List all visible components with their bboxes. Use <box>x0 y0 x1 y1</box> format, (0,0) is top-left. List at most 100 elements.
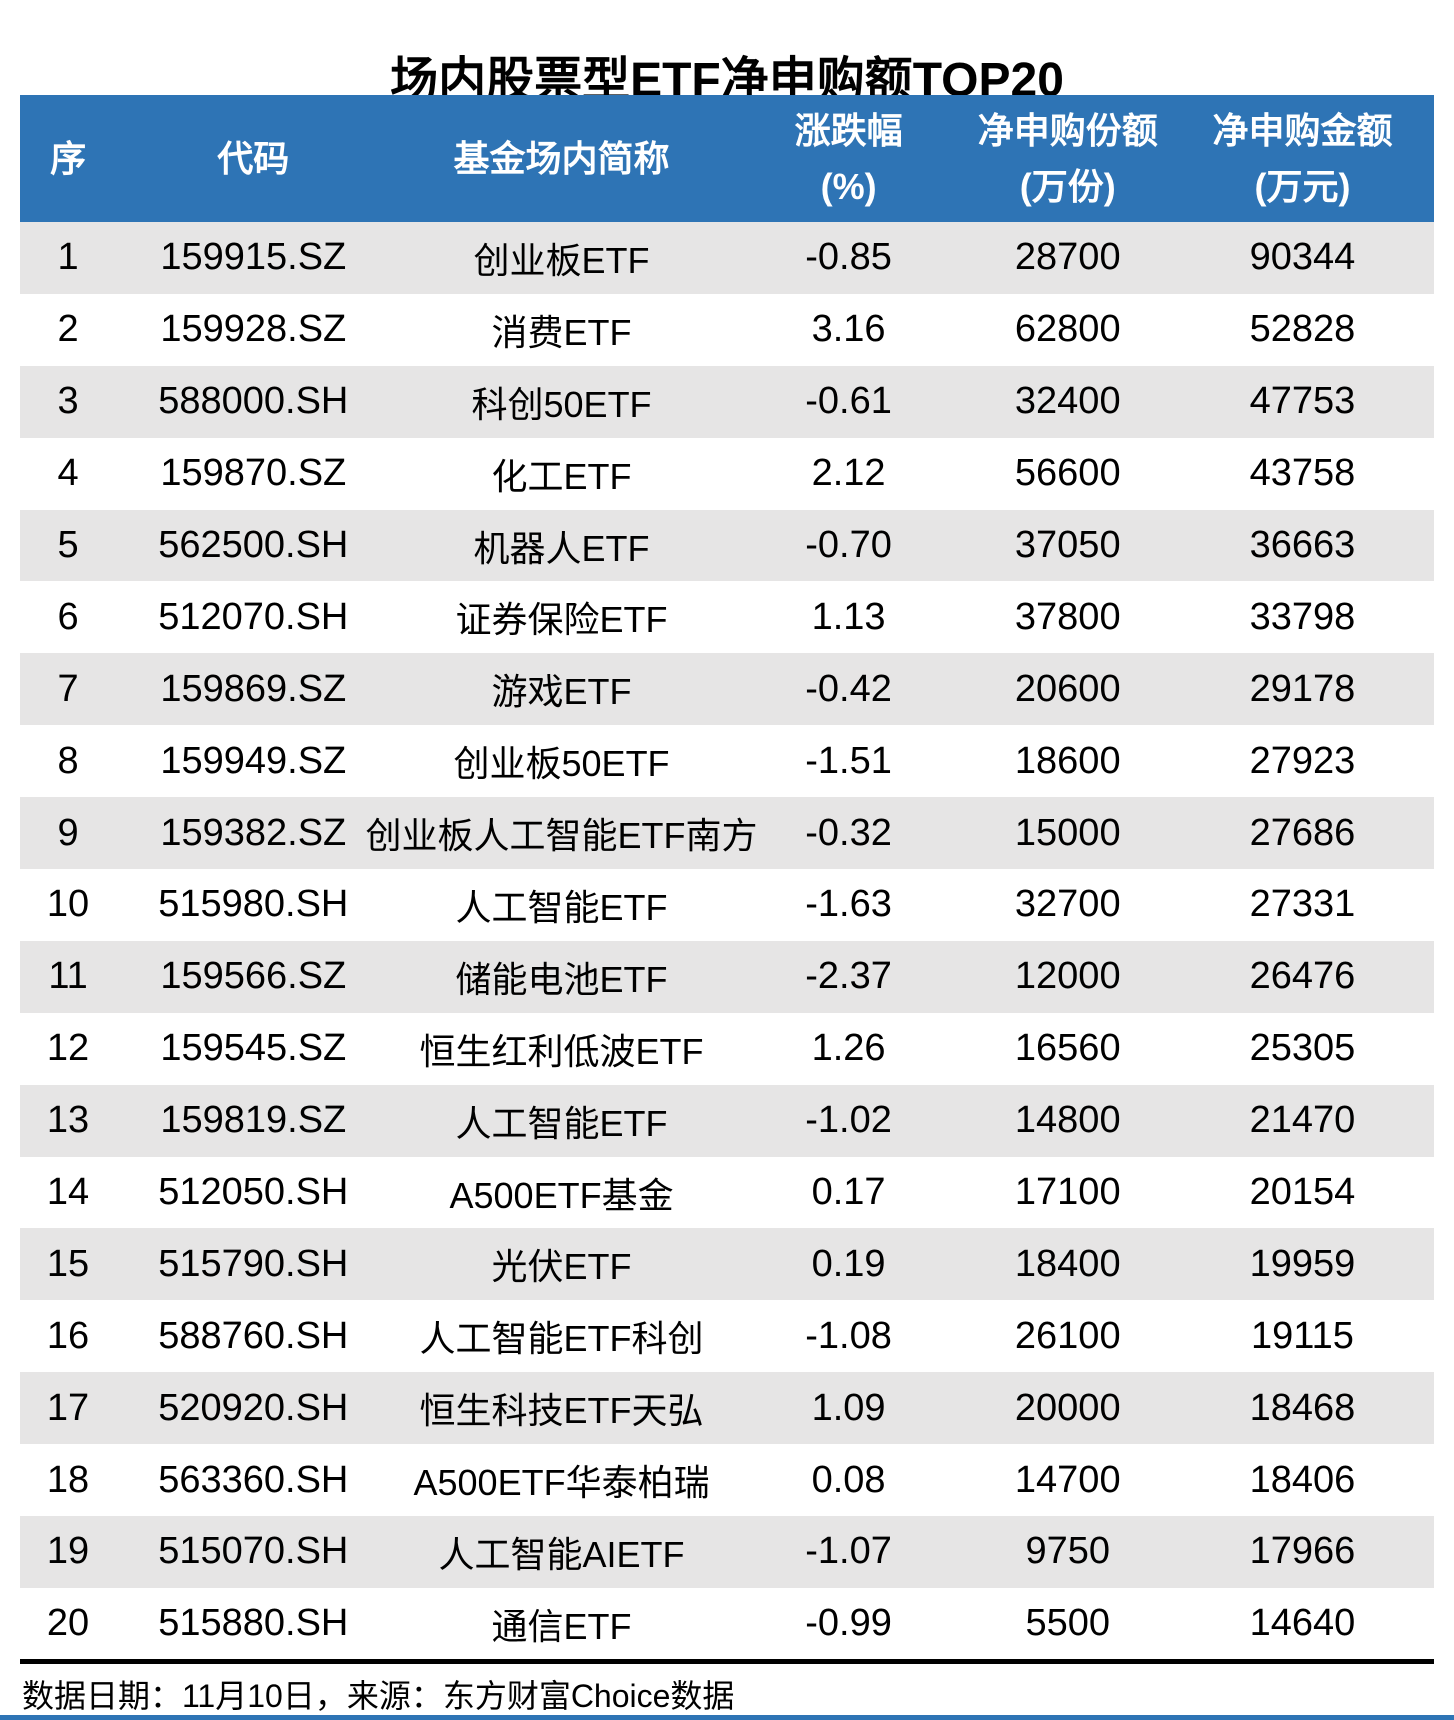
table-row: 7 159869.SZ 游戏ETF -0.42 20600 29178 <box>20 653 1434 726</box>
cell-code: 512050.SH <box>158 1171 349 1214</box>
cell-code: 588760.SH <box>158 1314 349 1357</box>
col-header-change: 涨跌幅 (%) <box>733 95 965 222</box>
cell-change: 1.09 <box>811 1386 886 1429</box>
table-row: 17 520920.SH 恒生科技ETF天弘 1.09 20000 18468 <box>20 1372 1434 1445</box>
cell-shares: 56600 <box>1014 452 1121 495</box>
cell-shares: 20600 <box>1014 667 1121 710</box>
cell-name: 恒生红利低波ETF <box>419 1030 704 1072</box>
table-row: 10 515980.SH 人工智能ETF -1.63 32700 27331 <box>20 869 1434 941</box>
cell-code: 159869.SZ <box>160 667 347 710</box>
cell-change: -0.70 <box>805 524 892 566</box>
cell-rank: 11 <box>48 955 88 998</box>
cell-name: 创业板50ETF <box>453 743 670 785</box>
cell-change: -1.51 <box>805 739 892 782</box>
etf-table: 序 代码 基金场内简称 涨跌幅 (%) 净申购份额 (万份) 净申购金额 (万元) 1 15991… <box>20 95 1434 1660</box>
cell-name: 储能电池ETF <box>455 958 668 1000</box>
cell-amount: 26476 <box>1249 955 1356 998</box>
cell-shares: 15000 <box>1014 811 1121 854</box>
cell-change: -0.61 <box>805 380 892 423</box>
cell-name: 人工智能ETF科创 <box>419 1318 704 1360</box>
cell-change: 0.08 <box>811 1458 886 1501</box>
cell-shares: 14800 <box>1014 1099 1121 1142</box>
table-row: 5 562500.SH 机器人ETF -0.70 37050 36663 <box>20 509 1434 582</box>
cell-name: 证券保险ETF <box>455 599 668 641</box>
cell-shares: 12000 <box>1014 955 1121 998</box>
col-header-unit: (%) <box>820 165 877 207</box>
cell-name: 人工智能AIETF <box>438 1533 685 1575</box>
cell-shares: 18600 <box>1014 739 1121 782</box>
cell-shares: 26100 <box>1014 1314 1121 1357</box>
cell-code: 520920.SH <box>158 1386 349 1429</box>
cell-change: -1.08 <box>805 1314 892 1357</box>
cell-shares: 16560 <box>1014 1027 1121 1070</box>
bottom-accent-bar <box>0 1715 1454 1720</box>
cell-code: 159545.SZ <box>160 1027 347 1070</box>
cell-amount: 33798 <box>1249 595 1356 638</box>
cell-amount: 27331 <box>1249 883 1356 926</box>
table-row: 12 159545.SZ 恒生红利低波ETF 1.26 16560 25305 <box>20 1012 1434 1085</box>
col-header-shares: 净申购份额 (万份) <box>965 95 1171 222</box>
cell-shares: 9750 <box>1025 1530 1111 1573</box>
cell-name: 机器人ETF <box>473 527 650 569</box>
cell-change: -1.07 <box>805 1530 892 1573</box>
table-row: 18 563360.SH A500ETF华泰柏瑞 0.08 14700 18406 <box>20 1444 1434 1517</box>
cell-code: 159819.SZ <box>160 1099 347 1142</box>
cell-name: 消费ETF <box>491 311 632 353</box>
table-row: 11 159566.SZ 储能电池ETF -2.37 12000 26476 <box>20 940 1434 1013</box>
cell-name: 化工ETF <box>491 455 632 497</box>
cell-amount: 52828 <box>1249 308 1356 351</box>
cell-code: 515980.SH <box>158 883 349 926</box>
cell-code: 159949.SZ <box>160 739 347 782</box>
cell-name: 游戏ETF <box>491 671 632 713</box>
table-body: 1 159915.SZ 创业板ETF -0.85 28700 90344 2 159928.S… <box>20 222 1434 1660</box>
cell-change: -0.32 <box>805 811 892 854</box>
footer-divider <box>20 1659 1434 1664</box>
cell-rank: 15 <box>46 1242 90 1285</box>
cell-change: 1.26 <box>811 1027 886 1070</box>
cell-name: 人工智能ETF <box>455 886 668 928</box>
table-row: 14 512050.SH A500ETF基金 0.17 17100 20154 <box>20 1156 1434 1229</box>
cell-amount: 17966 <box>1249 1530 1356 1573</box>
col-header-name: 基金场内简称 <box>390 95 732 222</box>
cell-name: A500ETF基金 <box>449 1174 674 1216</box>
col-header-unit: (万元) <box>1254 165 1351 207</box>
cell-amount: 14640 <box>1249 1602 1356 1645</box>
col-header-rank: 序 <box>20 95 116 222</box>
cell-rank: 19 <box>46 1530 90 1573</box>
cell-rank: 3 <box>57 380 79 423</box>
cell-shares: 17100 <box>1014 1171 1121 1214</box>
cell-amount: 21470 <box>1249 1099 1356 1142</box>
cell-amount: 25305 <box>1249 1027 1356 1070</box>
table-row: 9 159382.SZ 创业板人工智能ETF南方 -0.32 15000 27686 <box>20 797 1434 870</box>
cell-change: 0.19 <box>811 1242 886 1285</box>
table-row: 13 159819.SZ 人工智能ETF -1.02 14800 21470 <box>20 1084 1434 1157</box>
cell-rank: 13 <box>46 1099 90 1142</box>
cell-rank: 5 <box>57 524 79 566</box>
cell-amount: 27923 <box>1249 739 1356 782</box>
cell-name: 光伏ETF <box>491 1246 632 1288</box>
table-row: 20 515880.SH 通信ETF -0.99 5500 14640 <box>20 1587 1434 1660</box>
col-header-label: 净申购份额 <box>977 109 1158 151</box>
cell-code: 159382.SZ <box>160 811 347 854</box>
col-header-label: 涨跌幅 <box>794 109 903 151</box>
table-row: 8 159949.SZ 创业板50ETF -1.51 18600 27923 <box>20 725 1434 798</box>
cell-change: 1.13 <box>811 595 886 638</box>
cell-change: -0.99 <box>805 1602 892 1645</box>
cell-amount: 43758 <box>1249 452 1356 495</box>
cell-shares: 28700 <box>1014 236 1121 279</box>
table-row: 1 159915.SZ 创业板ETF -0.85 28700 90344 <box>20 222 1434 294</box>
cell-amount: 36663 <box>1249 524 1356 566</box>
col-header-label: 代码 <box>217 137 290 179</box>
table-row: 16 588760.SH 人工智能ETF科创 -1.08 26100 19115 <box>20 1300 1434 1373</box>
cell-code: 515880.SH <box>158 1602 349 1645</box>
cell-code: 159915.SZ <box>160 236 347 279</box>
cell-change: 3.16 <box>811 308 886 351</box>
table-row: 3 588000.SH 科创50ETF -0.61 32400 47753 <box>20 365 1434 438</box>
cell-name: 创业板人工智能ETF南方 <box>365 815 758 857</box>
cell-amount: 90344 <box>1249 236 1356 279</box>
cell-rank: 6 <box>57 595 79 638</box>
table-row: 4 159870.SZ 化工ETF 2.12 56600 43758 <box>20 437 1434 510</box>
cell-rank: 12 <box>46 1027 90 1070</box>
cell-name: 通信ETF <box>491 1605 632 1647</box>
cell-rank: 1 <box>57 236 79 279</box>
